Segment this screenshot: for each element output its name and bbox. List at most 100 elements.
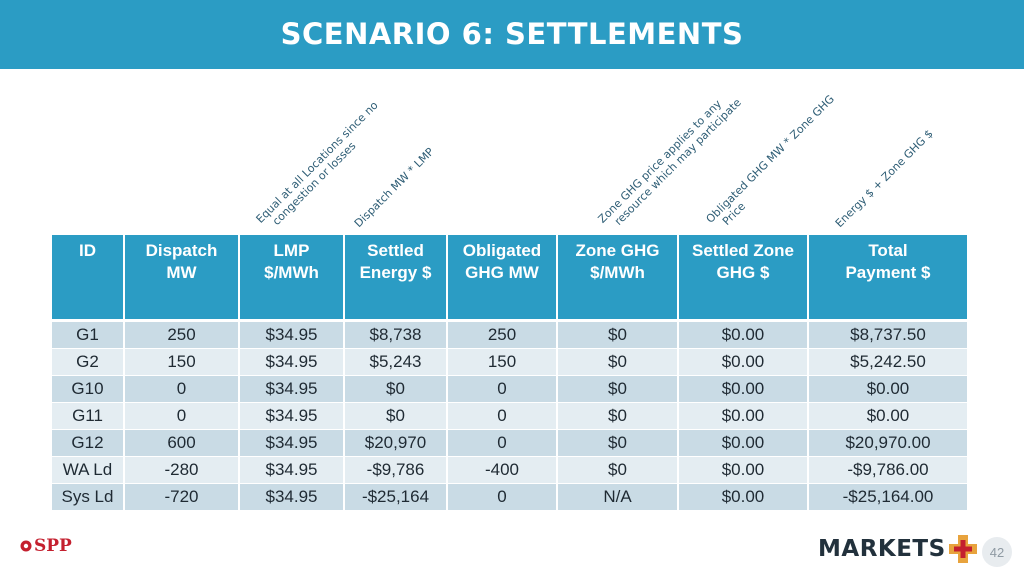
- cell-obligated-ghg-mw: 150: [448, 348, 558, 375]
- cell-obligated-ghg-mw: 0: [448, 483, 558, 510]
- cell-settled-zone-ghg: $0.00: [679, 483, 809, 510]
- header-line: Obligated: [462, 241, 542, 260]
- cell-total-payment: $0.00: [809, 375, 967, 402]
- table-row: G12 600 $34.95 $20,970 0 $0 $0.00 $20,97…: [52, 429, 967, 456]
- column-header-total-payment: Total Payment $: [809, 235, 967, 319]
- cell-zone-ghg: N/A: [558, 483, 679, 510]
- cell-total-payment: -$25,164.00: [809, 483, 967, 510]
- column-header-id: ID: [52, 235, 125, 319]
- cell-zone-ghg: $0: [558, 348, 679, 375]
- header-line: LMP: [273, 241, 310, 260]
- annotation-line: Energy $ + Zone GHG $: [832, 127, 936, 230]
- header-line: ID: [79, 241, 96, 260]
- header-line: $/MWh: [264, 263, 319, 282]
- cell-settled-zone-ghg: $0.00: [679, 375, 809, 402]
- page-number: 42: [982, 537, 1012, 567]
- header-line: Energy $: [359, 263, 432, 282]
- cell-obligated-ghg-mw: 0: [448, 429, 558, 456]
- header-line: Zone GHG: [575, 241, 660, 260]
- cell-total-payment: $0.00: [809, 402, 967, 429]
- cell-obligated-ghg-mw: 0: [448, 402, 558, 429]
- spp-logo: SPP: [20, 536, 72, 556]
- header-line: $/MWh: [590, 263, 645, 282]
- markets-logo-text: MARKETS: [818, 536, 946, 562]
- cell-settled-energy: -$9,786: [345, 456, 448, 483]
- cell-dispatch-mw: 150: [125, 348, 240, 375]
- table-row: G1 250 $34.95 $8,738 250 $0 $0.00 $8,737…: [52, 319, 967, 348]
- cell-id: G2: [52, 348, 125, 375]
- table-row: Sys Ld -720 $34.95 -$25,164 0 N/A $0.00 …: [52, 483, 967, 510]
- markets-plus-logo: MARKETS: [818, 534, 978, 564]
- cell-total-payment: -$9,786.00: [809, 456, 967, 483]
- cell-zone-ghg: $0: [558, 402, 679, 429]
- cell-settled-energy: -$25,164: [345, 483, 448, 510]
- column-header-lmp: LMP $/MWh: [240, 235, 345, 319]
- header-line: Settled Zone: [691, 241, 794, 260]
- table-row: WA Ld -280 $34.95 -$9,786 -400 $0 $0.00 …: [52, 456, 967, 483]
- slide-title: SCENARIO 6: SETTLEMENTS: [280, 16, 744, 51]
- header-line: Total: [868, 241, 908, 260]
- annotation-settled-energy: Dispatch MW * LMP: [352, 145, 437, 230]
- cell-lmp: $34.95: [240, 402, 345, 429]
- cell-settled-zone-ghg: $0.00: [679, 402, 809, 429]
- cell-settled-zone-ghg: $0.00: [679, 319, 809, 348]
- cell-settled-energy: $8,738: [345, 319, 448, 348]
- cell-obligated-ghg-mw: -400: [448, 456, 558, 483]
- settlements-table: ID Dispatch MW LMP $/MWh Settled Energy $ O…: [52, 235, 967, 510]
- cell-obligated-ghg-mw: 250: [448, 319, 558, 348]
- header-line: GHG $: [716, 263, 770, 282]
- cell-settled-zone-ghg: $0.00: [679, 429, 809, 456]
- column-header-settled-energy: Settled Energy $: [345, 235, 448, 319]
- cell-lmp: $34.95: [240, 319, 345, 348]
- cell-settled-energy: $5,243: [345, 348, 448, 375]
- annotation-line: Equal at all Locations since no: [253, 98, 381, 226]
- cell-dispatch-mw: 0: [125, 375, 240, 402]
- table-header-row: ID Dispatch MW LMP $/MWh Settled Energy $ O…: [52, 235, 967, 319]
- spp-logo-text: SPP: [34, 536, 72, 556]
- column-header-zone-ghg: Zone GHG $/MWh: [558, 235, 679, 319]
- plus-icon: [948, 535, 977, 563]
- cell-id: G10: [52, 375, 125, 402]
- column-annotations: Equal at all Locations since no congesti…: [0, 69, 1024, 235]
- header-line: Dispatch: [145, 241, 218, 260]
- cell-id: G12: [52, 429, 125, 456]
- column-header-dispatch-mw: Dispatch MW: [125, 235, 240, 319]
- annotation-total-payment: Energy $ + Zone GHG $: [833, 127, 936, 230]
- table-row: G10 0 $34.95 $0 0 $0 $0.00 $0.00: [52, 375, 967, 402]
- column-header-obligated-ghg-mw: Obligated GHG MW: [448, 235, 558, 319]
- table-row: G11 0 $34.95 $0 0 $0 $0.00 $0.00: [52, 402, 967, 429]
- cell-id: G11: [52, 402, 125, 429]
- cell-total-payment: $20,970.00: [809, 429, 967, 456]
- cell-lmp: $34.95: [240, 348, 345, 375]
- header-line: Payment $: [845, 263, 931, 282]
- cell-settled-zone-ghg: $0.00: [679, 348, 809, 375]
- cell-lmp: $34.95: [240, 375, 345, 402]
- cell-zone-ghg: $0: [558, 429, 679, 456]
- header-line: Settled: [367, 241, 424, 260]
- cell-dispatch-mw: -280: [125, 456, 240, 483]
- cell-settled-zone-ghg: $0.00: [679, 456, 809, 483]
- title-bar: SCENARIO 6: SETTLEMENTS: [0, 0, 1024, 69]
- cell-obligated-ghg-mw: 0: [448, 375, 558, 402]
- cell-id: Sys Ld: [52, 483, 125, 510]
- column-header-settled-zone-ghg: Settled Zone GHG $: [679, 235, 809, 319]
- spp-logo-mark-icon: [20, 540, 32, 552]
- cell-total-payment: $8,737.50: [809, 319, 967, 348]
- cell-lmp: $34.95: [240, 483, 345, 510]
- cell-dispatch-mw: -720: [125, 483, 240, 510]
- cell-dispatch-mw: 250: [125, 319, 240, 348]
- cell-zone-ghg: $0: [558, 375, 679, 402]
- cell-dispatch-mw: 0: [125, 402, 240, 429]
- cell-total-payment: $5,242.50: [809, 348, 967, 375]
- table-row: G2 150 $34.95 $5,243 150 $0 $0.00 $5,242…: [52, 348, 967, 375]
- cell-zone-ghg: $0: [558, 319, 679, 348]
- cell-lmp: $34.95: [240, 456, 345, 483]
- cell-settled-energy: $0: [345, 375, 448, 402]
- cell-id: WA Ld: [52, 456, 125, 483]
- cell-lmp: $34.95: [240, 429, 345, 456]
- cell-id: G1: [52, 319, 125, 348]
- cell-dispatch-mw: 600: [125, 429, 240, 456]
- header-line: GHG MW: [465, 263, 539, 282]
- header-line: MW: [166, 263, 197, 282]
- cell-zone-ghg: $0: [558, 456, 679, 483]
